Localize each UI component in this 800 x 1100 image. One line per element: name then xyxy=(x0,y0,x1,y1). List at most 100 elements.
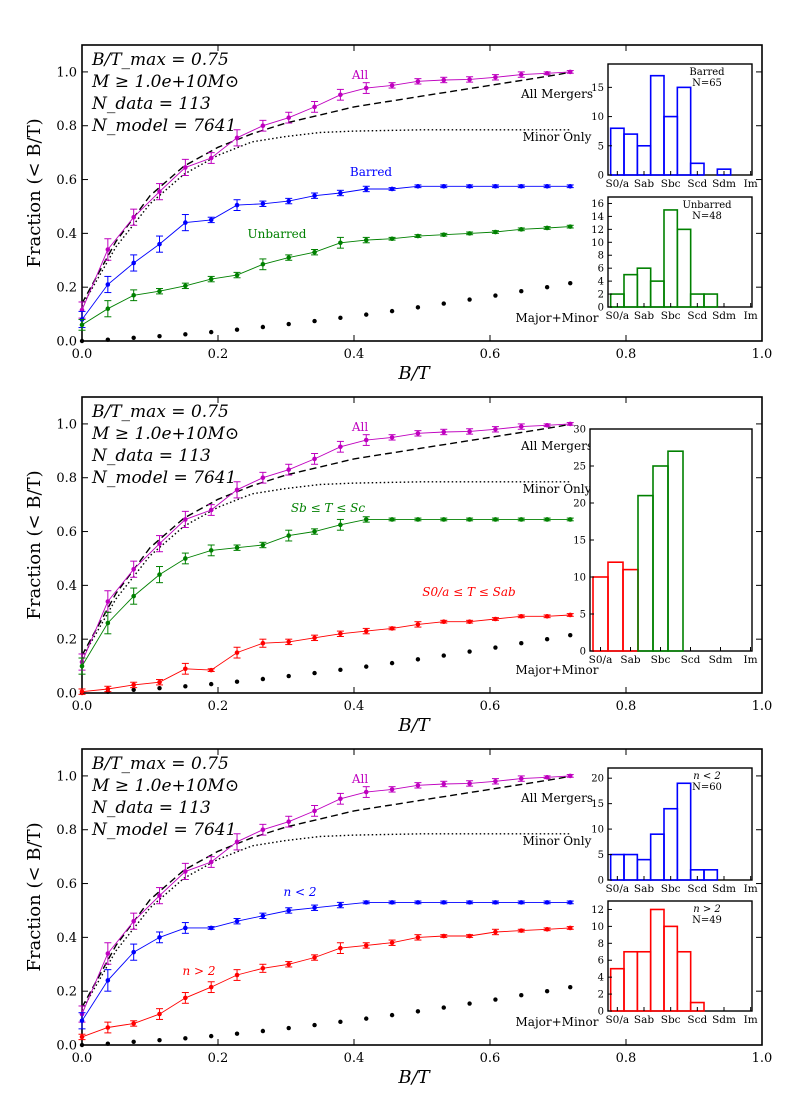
panel-2: 0.0 0.2 0.4 0.6 0.8 1.0 0.0 0.2 0.4 0.6 0.8 1.0 B/T F… xyxy=(24,396,772,736)
data-point xyxy=(105,599,111,604)
data-point xyxy=(131,566,136,572)
data-point xyxy=(441,429,447,435)
y-tick-label: 1.0 xyxy=(56,417,77,432)
data-point xyxy=(312,905,317,911)
data-point xyxy=(183,869,188,874)
data-point xyxy=(338,444,343,450)
y-tick-label: 0.8 xyxy=(56,471,77,486)
data-point xyxy=(131,1021,136,1026)
inset-y-tick-label: 0 xyxy=(598,1007,604,1018)
series-line-2 xyxy=(81,901,571,1022)
data-point xyxy=(286,908,292,913)
data-point xyxy=(105,1025,111,1030)
series-label: Unbarred xyxy=(248,227,307,241)
major-minor-point xyxy=(183,684,188,689)
inset-y-tick-label: 4 xyxy=(598,973,604,984)
y-tick-label: 0.8 xyxy=(56,823,77,838)
all-mergers-label: All Mergers xyxy=(520,439,593,453)
data-point xyxy=(363,186,369,192)
data-point xyxy=(234,839,240,845)
major-minor-point xyxy=(286,1025,291,1031)
data-point xyxy=(567,69,573,75)
data-point xyxy=(567,183,573,189)
data-point xyxy=(338,902,343,908)
data-point xyxy=(544,183,550,189)
y-axis-label: Fraction (< B/T) xyxy=(24,470,45,619)
major-minor-point xyxy=(234,1031,240,1036)
major-minor-point xyxy=(157,685,162,691)
y-tick-label: 0.0 xyxy=(56,687,77,702)
data-point xyxy=(183,556,188,561)
all-mergers-line xyxy=(81,775,572,1008)
series-line-1 xyxy=(81,423,571,663)
data-point xyxy=(415,79,421,84)
info-line: M ≥ 1.0e+10M⊙ xyxy=(91,72,239,92)
data-point xyxy=(544,614,550,619)
data-point xyxy=(415,233,421,239)
data-point xyxy=(567,517,573,522)
data-point xyxy=(312,808,317,814)
x-tick-label: 0.0 xyxy=(72,347,93,362)
data-point xyxy=(518,614,524,619)
inset-x-tick-label: S0/a xyxy=(605,178,629,190)
minor-only-line xyxy=(81,833,572,1011)
y-tick-label: 0.4 xyxy=(56,227,77,242)
inset-label: n > 2 xyxy=(693,904,721,915)
y-tick-label: 1.0 xyxy=(56,769,77,784)
y-axis-label: Fraction (< B/T) xyxy=(24,118,45,267)
x-tick-label: 0.8 xyxy=(616,1051,637,1066)
major-minor-point xyxy=(183,332,188,337)
inset-y-tick-label: 12 xyxy=(591,905,604,916)
data-point xyxy=(234,272,240,278)
plot-frame xyxy=(81,396,763,694)
major-minor-point xyxy=(79,1042,85,1048)
major-minor-point xyxy=(234,679,240,684)
data-point xyxy=(157,241,162,247)
data-point xyxy=(363,85,369,91)
inset-x-tick-label: S0/a xyxy=(605,310,629,322)
major-minor-point xyxy=(338,1019,343,1025)
data-point xyxy=(79,1034,85,1040)
major-minor-point xyxy=(364,664,369,669)
data-point xyxy=(286,819,292,824)
minor-only-label: Minor Only xyxy=(523,130,592,144)
data-point xyxy=(338,522,343,528)
series-line-3 xyxy=(81,226,571,326)
y-tick-label: 0.2 xyxy=(56,633,77,648)
data-point xyxy=(441,517,447,522)
major-minor-point xyxy=(389,308,395,314)
inset-y-tick-label: 16 xyxy=(591,199,604,210)
data-point xyxy=(363,628,369,634)
major-minor-point xyxy=(286,321,291,327)
major-minor-point xyxy=(467,1001,472,1006)
data-point xyxy=(493,778,498,784)
y-tick-label: 0.8 xyxy=(56,119,77,134)
y-axis-label: Fraction (< B/T) xyxy=(24,822,45,971)
data-point xyxy=(312,635,317,641)
data-point xyxy=(286,467,292,472)
data-point xyxy=(518,72,524,77)
series-label: All xyxy=(351,420,369,434)
data-point xyxy=(567,612,573,618)
major-minor-point xyxy=(519,641,524,646)
inset-x-tick-label: Sab xyxy=(634,1014,654,1026)
data-point xyxy=(312,955,317,960)
inset-y-tick-label: 5 xyxy=(598,850,604,861)
data-point xyxy=(338,92,343,98)
inset-x-tick-label: Scd xyxy=(687,178,707,190)
info-line: M ≥ 1.0e+10M⊙ xyxy=(91,424,239,444)
x-tick-label: 0.2 xyxy=(208,699,229,714)
data-point xyxy=(260,913,266,919)
series-line-1 xyxy=(81,71,571,311)
major-minor-point xyxy=(209,681,214,687)
inset-sublabel: N=60 xyxy=(692,782,722,793)
inset-x-tick-label: Scd xyxy=(687,310,707,322)
data-point xyxy=(157,189,162,194)
x-tick-label: 0.4 xyxy=(344,347,365,362)
data-point xyxy=(338,945,343,951)
data-point xyxy=(544,422,550,428)
inset-y-tick-label: 0 xyxy=(598,876,604,887)
histogram-bar xyxy=(676,86,692,176)
data-point xyxy=(286,198,292,204)
major-minor-point xyxy=(209,329,214,335)
